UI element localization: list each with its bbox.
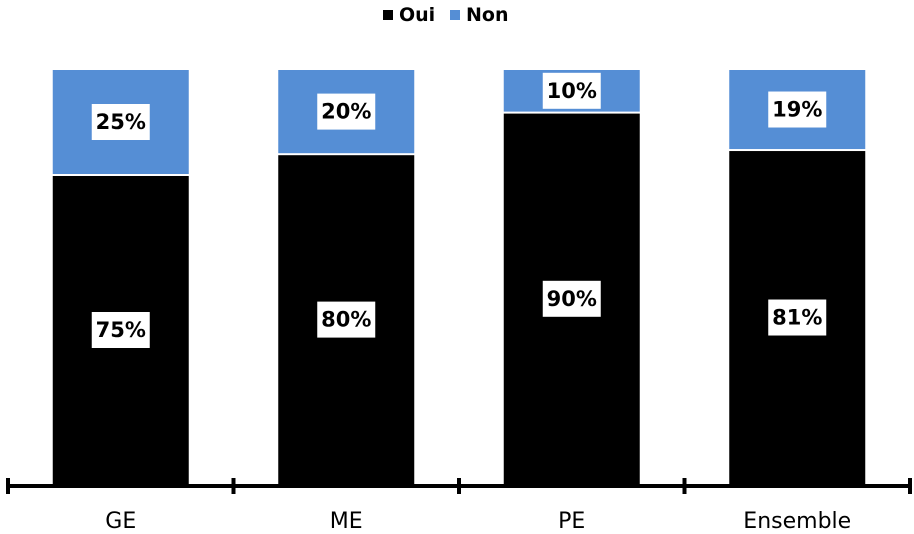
category-label-pe: PE [558, 509, 585, 534]
data-label-non-ge: 25% [96, 110, 146, 134]
data-label-box-oui-ensemble [768, 299, 827, 336]
legend-swatch-oui [383, 10, 393, 20]
legend-swatch-non [450, 10, 460, 20]
x-axis: GE ME PE Ensemble [6, 478, 912, 534]
category-label-ensemble: Ensemble [743, 509, 851, 534]
data-label-oui-ensemble: 81% [772, 306, 822, 330]
data-labels: 75% 25% 80% 20% 90% 10% 81% 19% [91, 72, 827, 348]
category-label-ge: GE [105, 509, 136, 534]
legend-label-non: Non [466, 4, 508, 26]
data-label-box-non-me [317, 93, 376, 130]
data-label-non-ensemble: 19% [772, 98, 822, 122]
data-label-oui-me: 80% [321, 308, 371, 332]
data-label-box-oui-ge [91, 312, 150, 348]
category-label-me: ME [330, 509, 363, 534]
legend: Oui Non [383, 4, 508, 26]
data-label-non-pe: 10% [547, 79, 597, 103]
data-label-box-non-ge [91, 104, 150, 140]
data-label-box-oui-me [317, 301, 376, 338]
data-label-non-me: 20% [321, 100, 371, 124]
legend-label-oui: Oui [399, 4, 435, 26]
bars [52, 70, 866, 487]
data-label-box-oui-pe [542, 280, 601, 317]
data-label-oui-ge: 75% [96, 318, 146, 342]
data-label-oui-pe: 90% [547, 287, 597, 311]
data-label-box-non-pe [542, 72, 601, 109]
data-label-box-non-ensemble [768, 91, 827, 128]
